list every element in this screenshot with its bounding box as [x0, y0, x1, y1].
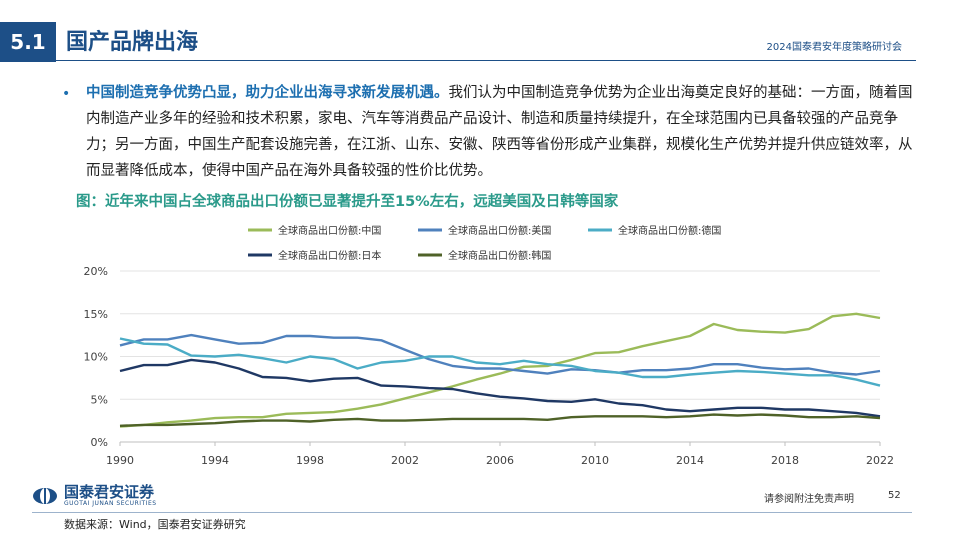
bullet-icon: •	[62, 86, 71, 102]
page-title: 国产品牌出海	[66, 30, 199, 55]
company-logo-icon	[33, 487, 57, 504]
x-tick-label: 2010	[581, 454, 609, 467]
legend-label: 全球商品出口份额:韩国	[448, 249, 551, 262]
x-tick-label: 2014	[676, 454, 704, 467]
x-tick-label: 2018	[771, 454, 799, 467]
series-line-2	[119, 337, 881, 387]
export-share-line-chart: 0% 5% 10% 15% 20% 1990 1994 1998 2002 2006 2010 201…	[84, 224, 894, 467]
company-logo: 国泰君安证券 GUOTAI JUNAN SECURITIES	[32, 484, 157, 507]
series-line-3	[119, 358, 881, 418]
x-tick-label: 1998	[296, 454, 324, 467]
y-tick-label: 0%	[91, 436, 108, 449]
x-tick-label: 2002	[391, 454, 419, 467]
series-line-4	[119, 413, 881, 427]
x-tick-label: 1994	[201, 454, 229, 467]
x-tick-label: 2006	[486, 454, 514, 467]
page-number: 52	[888, 490, 901, 501]
y-tick-label: 15%	[84, 308, 108, 321]
conference-name: 2024国泰君安年度策略研讨会	[766, 42, 902, 53]
x-tick-label: 2022	[866, 454, 894, 467]
body-paragraph: 中国制造竞争优势凸显，助力企业出海寻求新发展机遇。我们认为中国制造竞争优势为企业…	[86, 80, 916, 184]
series-line-0	[119, 312, 881, 428]
legend-label: 全球商品出口份额:美国	[448, 224, 551, 237]
header-divider	[56, 60, 916, 61]
y-tick-label: 5%	[91, 393, 108, 406]
y-tick-label: 10%	[84, 351, 108, 364]
legend-label: 全球商品出口份额:德国	[618, 224, 721, 237]
legend-label: 全球商品出口份额:中国	[278, 224, 381, 237]
section-number-badge: 5.1	[0, 22, 56, 62]
y-tick-label: 20%	[84, 265, 108, 278]
footer-divider	[32, 512, 912, 513]
company-name: 国泰君安证券	[64, 483, 155, 501]
body-main-text: 我们认为中国制造竞争优势为企业出海奠定良好的基础：一方面，随着国内制造产业多年的…	[86, 85, 913, 179]
body-lead-text: 中国制造竞争优势凸显，助力企业出海寻求新发展机遇。	[86, 85, 449, 101]
legend-label: 全球商品出口份额:日本	[278, 249, 381, 262]
series-line-1	[119, 333, 881, 376]
figure-caption: 图：近年来中国占全球商品出口份额已显著提升至15%左右，远超美国及日韩等国家	[76, 194, 619, 210]
disclaimer-note: 请参阅附注免责声明	[764, 494, 854, 505]
company-name-en: GUOTAI JUNAN SECURITIES	[64, 500, 157, 507]
x-tick-label: 1990	[106, 454, 134, 467]
data-source: 数据来源：Wind，国泰君安证券研究	[64, 518, 246, 531]
